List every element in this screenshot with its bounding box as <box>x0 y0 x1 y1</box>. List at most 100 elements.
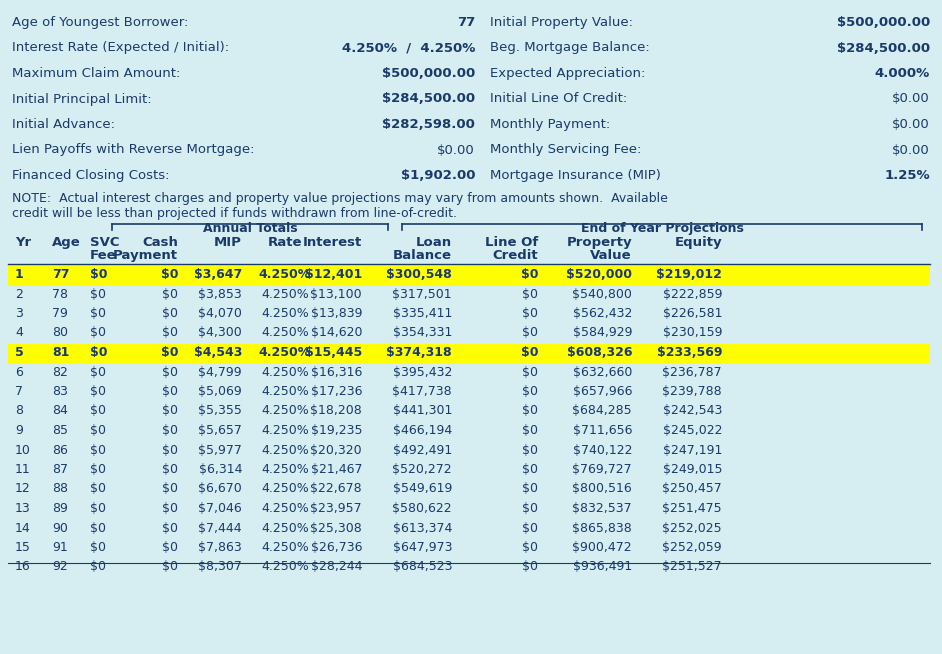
Text: 4.000%: 4.000% <box>875 67 930 80</box>
Text: $0: $0 <box>90 502 106 515</box>
Text: $14,620: $14,620 <box>311 326 362 339</box>
Text: $549,619: $549,619 <box>393 483 452 496</box>
Text: 85: 85 <box>52 424 68 437</box>
Text: $520,000: $520,000 <box>566 268 632 281</box>
Text: 81: 81 <box>52 346 70 359</box>
Text: $0: $0 <box>162 463 178 476</box>
Text: $250,457: $250,457 <box>662 483 722 496</box>
Text: $0: $0 <box>162 502 178 515</box>
Text: $684,285: $684,285 <box>573 405 632 417</box>
Text: $0: $0 <box>522 443 538 456</box>
Text: $219,012: $219,012 <box>657 268 722 281</box>
Bar <box>8 344 930 364</box>
Text: Cash: Cash <box>142 236 178 249</box>
Text: Monthly Payment:: Monthly Payment: <box>490 118 610 131</box>
Text: Age: Age <box>52 236 81 249</box>
Text: Interest: Interest <box>302 236 362 249</box>
Text: SVC: SVC <box>90 236 120 249</box>
Text: 6: 6 <box>15 366 23 379</box>
Text: $5,355: $5,355 <box>198 405 242 417</box>
Text: $740,122: $740,122 <box>573 443 632 456</box>
Text: credit will be less than projected if funds withdrawn from line-of-credit.: credit will be less than projected if fu… <box>12 207 457 220</box>
Text: $0: $0 <box>90 424 106 437</box>
Text: $0: $0 <box>522 385 538 398</box>
Text: 4.250%: 4.250% <box>261 424 309 437</box>
Text: $865,838: $865,838 <box>572 521 632 534</box>
Text: $15,445: $15,445 <box>305 346 362 359</box>
Text: $0: $0 <box>90 483 106 496</box>
Text: $0: $0 <box>522 541 538 554</box>
Text: Beg. Mortgage Balance:: Beg. Mortgage Balance: <box>490 41 650 54</box>
Text: $0: $0 <box>90 560 106 574</box>
Text: $16,316: $16,316 <box>311 366 362 379</box>
Text: Yr: Yr <box>15 236 31 249</box>
Text: Mortgage Insurance (MIP): Mortgage Insurance (MIP) <box>490 169 661 182</box>
Text: 10: 10 <box>15 443 31 456</box>
Text: $0: $0 <box>162 405 178 417</box>
Text: $26,736: $26,736 <box>311 541 362 554</box>
Text: $354,331: $354,331 <box>393 326 452 339</box>
Text: 13: 13 <box>15 502 31 515</box>
Text: Credit: Credit <box>493 249 538 262</box>
Text: Line Of: Line Of <box>485 236 538 249</box>
Text: $3,647: $3,647 <box>194 268 242 281</box>
Text: 7: 7 <box>15 385 23 398</box>
Text: 4.250%: 4.250% <box>261 443 309 456</box>
Text: $252,059: $252,059 <box>662 541 722 554</box>
Text: $0: $0 <box>522 307 538 320</box>
Text: $4,799: $4,799 <box>199 366 242 379</box>
Text: $0: $0 <box>522 326 538 339</box>
Text: $0: $0 <box>90 541 106 554</box>
Text: $13,839: $13,839 <box>311 307 362 320</box>
Text: $3,853: $3,853 <box>198 288 242 300</box>
Text: $247,191: $247,191 <box>662 443 722 456</box>
Text: NOTE:  Actual interest charges and property value projections may vary from amou: NOTE: Actual interest charges and proper… <box>12 192 668 205</box>
Text: Annual Totals: Annual Totals <box>203 222 298 235</box>
Text: Lien Payoffs with Reverse Mortgage:: Lien Payoffs with Reverse Mortgage: <box>12 143 254 156</box>
Text: Loan: Loan <box>415 236 452 249</box>
Text: Fee: Fee <box>90 249 117 262</box>
Text: $1,902.00: $1,902.00 <box>400 169 475 182</box>
Text: 4.250%: 4.250% <box>261 307 309 320</box>
Text: $4,300: $4,300 <box>198 326 242 339</box>
Text: $25,308: $25,308 <box>310 521 362 534</box>
Text: $335,411: $335,411 <box>393 307 452 320</box>
Text: 3: 3 <box>15 307 23 320</box>
Text: $23,957: $23,957 <box>310 502 362 515</box>
Text: 82: 82 <box>52 366 68 379</box>
Text: 79: 79 <box>52 307 68 320</box>
Text: $0: $0 <box>160 346 178 359</box>
Text: $711,656: $711,656 <box>573 424 632 437</box>
Text: $13,100: $13,100 <box>310 288 362 300</box>
Text: $7,444: $7,444 <box>199 521 242 534</box>
Text: $226,581: $226,581 <box>662 307 722 320</box>
Text: $0: $0 <box>162 443 178 456</box>
Text: $0: $0 <box>522 483 538 496</box>
Bar <box>8 266 930 286</box>
Text: $608,326: $608,326 <box>566 346 632 359</box>
Text: Maximum Claim Amount:: Maximum Claim Amount: <box>12 67 180 80</box>
Text: $520,272: $520,272 <box>393 463 452 476</box>
Text: $21,467: $21,467 <box>311 463 362 476</box>
Text: $684,523: $684,523 <box>393 560 452 574</box>
Text: $466,194: $466,194 <box>393 424 452 437</box>
Text: Expected Appreciation:: Expected Appreciation: <box>490 67 645 80</box>
Text: 4.250%: 4.250% <box>259 346 311 359</box>
Text: $239,788: $239,788 <box>662 385 722 398</box>
Text: 4.250%: 4.250% <box>261 483 309 496</box>
Text: 4.250%: 4.250% <box>261 288 309 300</box>
Text: $22,678: $22,678 <box>310 483 362 496</box>
Text: End of Year Projections: End of Year Projections <box>580 222 743 235</box>
Text: $562,432: $562,432 <box>573 307 632 320</box>
Text: $0: $0 <box>162 366 178 379</box>
Text: $584,929: $584,929 <box>573 326 632 339</box>
Text: 83: 83 <box>52 385 68 398</box>
Text: $0: $0 <box>522 405 538 417</box>
Text: 86: 86 <box>52 443 68 456</box>
Text: $0: $0 <box>90 385 106 398</box>
Text: $0: $0 <box>522 424 538 437</box>
Text: 78: 78 <box>52 288 68 300</box>
Text: 88: 88 <box>52 483 68 496</box>
Text: Equity: Equity <box>674 236 722 249</box>
Text: $900,472: $900,472 <box>573 541 632 554</box>
